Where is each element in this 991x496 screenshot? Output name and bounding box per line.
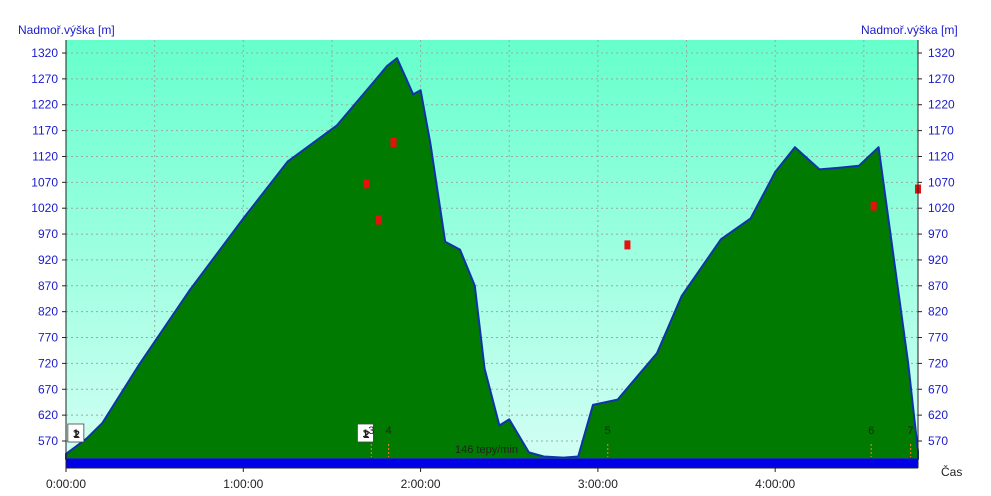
x-tick-label: 2:00:00 bbox=[401, 477, 441, 491]
y-tick-label-left: 1270 bbox=[31, 72, 58, 86]
y-axis-title-right: Nadmoř.výška [m] bbox=[861, 23, 958, 37]
x-axis-title: Čas bbox=[941, 464, 962, 479]
y-tick-label-right: 1170 bbox=[928, 124, 954, 138]
y-tick-label-right: 1020 bbox=[928, 201, 955, 215]
y-tick-label-right: 920 bbox=[928, 253, 948, 267]
data-marker bbox=[624, 240, 631, 250]
y-tick-label-right: 570 bbox=[928, 434, 948, 448]
lap-markers: 12 123 4 5 6 7 bbox=[67, 423, 914, 457]
y-tick-label-left: 1170 bbox=[32, 124, 58, 138]
y-tick-label-right: 1270 bbox=[928, 72, 955, 86]
x-tick-label: 0:00:00 bbox=[46, 477, 86, 491]
lap-label: 1 bbox=[362, 428, 368, 440]
y-tick-label-left: 720 bbox=[38, 356, 58, 370]
x-ticks: 0:00:00 1:00:00 2:00:00 3:00:00 4:00:00 bbox=[46, 468, 796, 491]
y-axis-title-left: Nadmoř.výška [m] bbox=[18, 23, 115, 37]
y-tick-label-left: 870 bbox=[38, 279, 58, 293]
y-tick-label-right: 770 bbox=[928, 331, 948, 345]
data-marker bbox=[390, 137, 397, 147]
y-tick-label-right: 820 bbox=[928, 305, 948, 319]
x-tick-label: 3:00:00 bbox=[578, 477, 618, 491]
y-tick-label-right: 970 bbox=[928, 227, 948, 241]
y-tick-label-right: 1220 bbox=[928, 98, 955, 112]
y-tick-label-right: 720 bbox=[928, 356, 948, 370]
data-marker bbox=[363, 179, 370, 189]
y-tick-label-left: 1120 bbox=[32, 149, 58, 163]
lap-flag-icon: 12 bbox=[357, 423, 374, 443]
lap-flag-box bbox=[357, 423, 374, 443]
lap-label: 6 bbox=[868, 425, 874, 437]
y-tick-label-left: 920 bbox=[38, 253, 58, 267]
elevation-area bbox=[65, 57, 919, 460]
heart-rate-label: 146 tepy/min bbox=[455, 444, 518, 456]
y-tick-label-left: 1220 bbox=[31, 98, 58, 112]
y-tick-label-left: 670 bbox=[38, 382, 58, 396]
y-tick-label-right: 620 bbox=[928, 408, 948, 422]
heart-rate-bar bbox=[66, 459, 918, 468]
y-tick-label-left: 570 bbox=[38, 434, 58, 448]
y-ticks-right: 570 620 670 720 770 820 870 920 970 1020 1070 1120 1… bbox=[918, 46, 955, 448]
y-tick-label-left: 620 bbox=[38, 408, 58, 422]
y-tick-label-right: 670 bbox=[928, 382, 948, 396]
y-tick-label-right: 1320 bbox=[928, 46, 955, 60]
y-tick-label-left: 820 bbox=[38, 305, 58, 319]
data-marker bbox=[375, 215, 382, 225]
lap-flag-icon: 12 bbox=[67, 423, 85, 443]
lap-flag-box bbox=[67, 423, 85, 443]
y-ticks-left: 570 620 670 720 770 820 870 920 970 1020 1070 1120 1… bbox=[31, 46, 66, 448]
lap-label: 4 bbox=[386, 425, 392, 437]
y-tick-label-left: 1070 bbox=[31, 175, 58, 189]
data-marker bbox=[870, 201, 877, 211]
y-tick-label-right: 1120 bbox=[928, 149, 954, 163]
lap-label-overlap: 2 bbox=[74, 429, 80, 441]
y-tick-label-left: 970 bbox=[38, 227, 58, 241]
x-tick-label: 4:00:00 bbox=[755, 477, 795, 491]
lap-label: 5 bbox=[605, 425, 611, 437]
y-tick-label-left: 770 bbox=[38, 331, 58, 345]
y-tick-label-left: 1320 bbox=[31, 46, 58, 60]
lap-label: 7 bbox=[908, 425, 914, 437]
lap-label: 1 bbox=[73, 428, 79, 440]
x-tick-label: 1:00:00 bbox=[223, 477, 263, 491]
y-tick-label-right: 1070 bbox=[928, 175, 955, 189]
y-tick-label-right: 870 bbox=[928, 279, 948, 293]
lap-label-overlap: 2 bbox=[363, 429, 369, 441]
y-tick-label-left: 1020 bbox=[31, 201, 58, 215]
lap-label: 3 bbox=[368, 425, 374, 437]
